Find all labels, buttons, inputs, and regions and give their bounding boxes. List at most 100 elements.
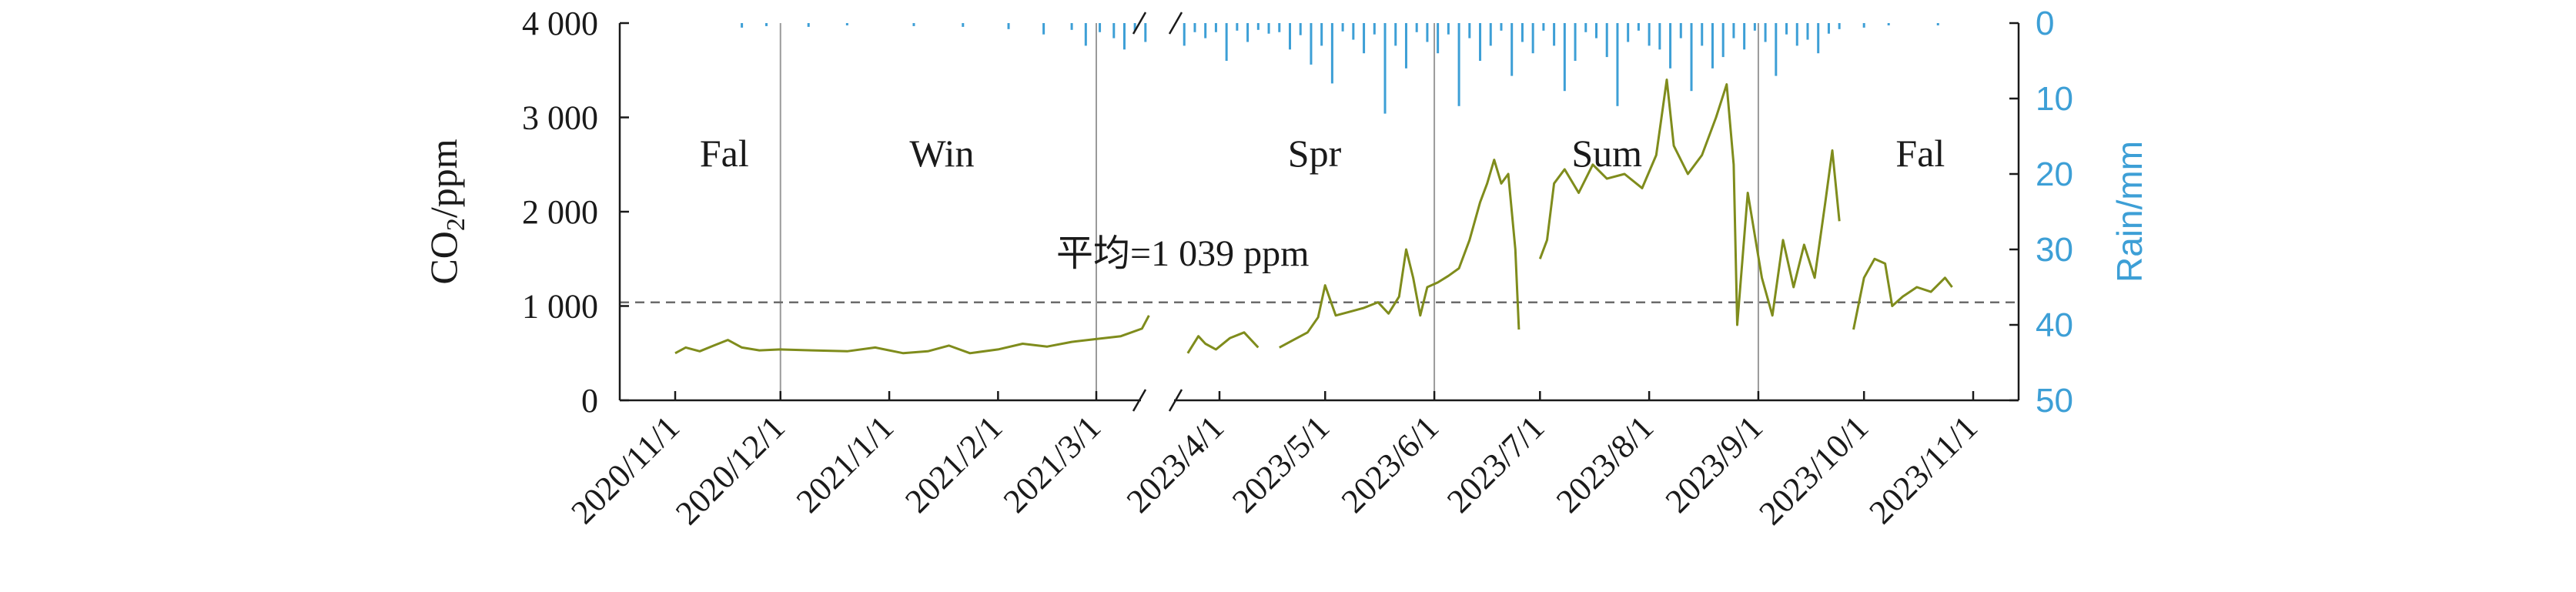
rain-bar (1457, 23, 1460, 106)
y-right-tick-label: 50 (2036, 382, 2073, 420)
y-left-tick-label: 3 000 (522, 99, 598, 137)
rain-bar (1743, 23, 1746, 50)
x-tick-label: 2021/2/1 (898, 408, 1009, 520)
x-tick-label: 2023/8/1 (1549, 408, 1661, 520)
rain-bar (1616, 23, 1619, 106)
season-label: Fal (1895, 132, 1945, 175)
rain-bar (1133, 23, 1136, 31)
rain-bar (1479, 23, 1482, 61)
rain-bar (1795, 23, 1798, 46)
rain-bar (1373, 23, 1376, 35)
rain-bar (1887, 23, 1890, 25)
rain-bar (1084, 23, 1087, 46)
x-tick-label: 2023/4/1 (1119, 408, 1231, 520)
axis-break-mark (1132, 389, 1147, 412)
rain-bars (741, 23, 1939, 114)
x-tick-label: 2023/7/1 (1440, 408, 1551, 520)
y-title-rest: /ppm (422, 139, 465, 218)
rain-bar (1099, 23, 1102, 32)
y-title-base: CO (422, 231, 465, 284)
co2-line-segment (1186, 331, 1260, 354)
y-axis-title-right: Rain/mm (2109, 141, 2149, 283)
x-tick-label: 2023/5/1 (1225, 408, 1337, 520)
x-tick-label: 2021/3/1 (996, 408, 1108, 520)
y-left-tick-label: 4 000 (522, 5, 598, 42)
rain-bar (1827, 23, 1830, 34)
mean-label: 平均=1 039 ppm (1056, 233, 1309, 274)
x-tick-label: 2020/11/1 (564, 408, 687, 531)
rain-bar (1404, 23, 1407, 69)
x-tick-label: 2023/6/1 (1334, 408, 1446, 520)
rain-bar (1764, 23, 1767, 42)
rain-bar (1648, 23, 1651, 46)
axis-break-mark (1168, 389, 1183, 412)
rain-bar (1510, 23, 1514, 76)
rain-bar (1394, 23, 1397, 46)
y-right-tick-label: 0 (2036, 5, 2054, 42)
x-tick-label: 2023/11/1 (1862, 408, 1985, 531)
rain-bar (1183, 23, 1186, 46)
rain-bar (1936, 23, 1939, 25)
rain-bar (1144, 23, 1147, 42)
y-axis-title-left: CO2/ppm (422, 139, 470, 284)
rain-bar (1246, 23, 1250, 42)
rain-bar (1669, 23, 1672, 69)
rain-bar (1437, 23, 1440, 54)
rain-bar (1595, 23, 1597, 38)
rain-bar (1637, 23, 1640, 31)
rain-bar (1363, 23, 1366, 54)
rain-bar (1838, 23, 1841, 29)
rain-bar (1236, 23, 1239, 31)
rain-bar (1521, 23, 1524, 42)
y-right-tick-label: 10 (2036, 80, 2073, 118)
y-left-ticks: 0 1 000 2 000 3 000 4 000 (522, 5, 629, 420)
rain-bar (1753, 23, 1756, 31)
rain-bar (1721, 23, 1725, 58)
y-right-tick-label: 40 (2036, 306, 2073, 344)
rain-bar (1214, 23, 1217, 32)
season-dividers (779, 23, 1759, 400)
co2-line-segment (1852, 257, 1953, 330)
rain-bar (1679, 23, 1682, 38)
rain-bar (807, 23, 810, 27)
rain-bar (1288, 23, 1291, 50)
rain-bar (1299, 23, 1302, 35)
rain-bar (1267, 23, 1270, 34)
rain-bar (1775, 23, 1778, 76)
rain-bar (1584, 23, 1587, 32)
rain-bar (1330, 23, 1333, 84)
season-label: Sum (1571, 132, 1642, 175)
rain-bar (1732, 23, 1735, 38)
rain-bar (1320, 23, 1323, 46)
rain-bar (1553, 23, 1556, 46)
rain-bar (1627, 23, 1630, 42)
rain-bar (1225, 23, 1228, 61)
rain-bar (845, 23, 848, 25)
x-tick-label: 2023/10/1 (1751, 408, 1875, 532)
rain-bar (1531, 23, 1534, 54)
rain-bar (1122, 23, 1126, 50)
rain-bar (962, 23, 965, 27)
y-right-tick-label: 20 (2036, 156, 2073, 193)
rain-bar (1204, 23, 1207, 38)
rain-bar (1605, 23, 1608, 58)
rain-bar (1862, 23, 1865, 28)
x-tick-label: 2021/1/1 (789, 408, 901, 520)
rain-bar (1574, 23, 1577, 61)
rain-bar (1383, 23, 1387, 114)
y-left-tick-label: 1 000 (522, 288, 598, 326)
y-left-tick-label: 0 (581, 382, 598, 420)
rain-bar (1070, 23, 1073, 30)
season-label: Fal (700, 132, 749, 175)
rain-bar (765, 23, 768, 26)
rain-bar (1426, 23, 1429, 42)
rain-bar (1690, 23, 1693, 92)
y-right-tick-label: 30 (2036, 231, 2073, 269)
rain-bar (1658, 23, 1661, 50)
y-right-ticks: 0 10 20 30 40 50 (2009, 5, 2073, 420)
rain-bar (1193, 23, 1196, 32)
rain-bar (1563, 23, 1566, 92)
co2-series (674, 79, 1953, 355)
rain-bar (1447, 23, 1450, 35)
